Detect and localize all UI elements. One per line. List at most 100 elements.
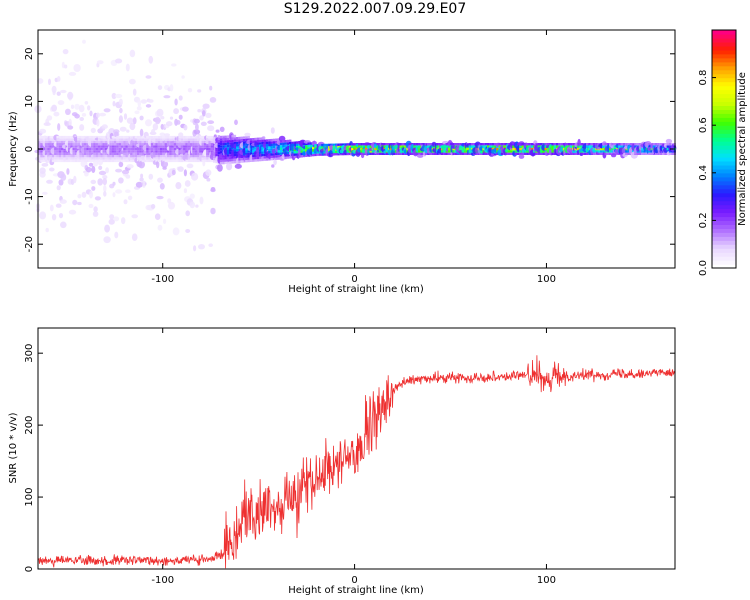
spectrogram-cell <box>102 150 105 153</box>
spectrogram-cell <box>648 152 651 155</box>
spectrogram-cell <box>199 152 202 155</box>
spectrogram-cell <box>131 233 138 241</box>
spectrogram-cell <box>261 146 264 150</box>
spectrogram-cell <box>187 143 191 146</box>
spectrogram-cell <box>348 143 352 146</box>
spectrogram-cell <box>217 164 223 172</box>
spectrogram-cell <box>91 152 94 155</box>
spectrogram-cell <box>636 143 639 146</box>
spectrogram-cell <box>592 152 596 155</box>
spectrogram-cell <box>148 173 154 180</box>
spectrogram-cell <box>210 159 214 163</box>
spectrogram-cell <box>146 145 149 148</box>
spectrogram-cell <box>339 143 342 146</box>
spectrogram-cell <box>173 140 177 144</box>
spectrogram-cell <box>58 138 62 141</box>
spectrogram-cell <box>125 135 128 139</box>
spectrogram-cell <box>136 106 142 111</box>
spectrogram-cell <box>305 145 308 148</box>
spectrogram-cell <box>219 140 223 143</box>
spectrogram-cell <box>157 177 163 183</box>
spectrogram-cell <box>84 171 89 177</box>
spectrogram-cell <box>489 145 492 148</box>
spectrogram-cell <box>362 145 365 148</box>
spectrogram-cell <box>295 143 299 146</box>
spectrogram-cell <box>134 110 140 115</box>
spectrogram-cell <box>183 147 186 151</box>
spectrogram-cell <box>263 156 266 159</box>
spectrogram-cell <box>546 143 550 146</box>
spectrogram-cell <box>67 147 71 151</box>
spectrogram-cell <box>505 143 508 146</box>
spectrogram-cell <box>157 157 161 160</box>
colorbar-band <box>712 121 736 126</box>
spectrogram-cell <box>95 154 98 158</box>
spectrogram-cell <box>420 150 423 153</box>
spectrogram-cell <box>169 145 172 148</box>
spectrogram-cell <box>659 152 663 155</box>
spectrogram-cell <box>104 150 108 153</box>
spectrogram-cell <box>312 149 315 152</box>
spectrogram-cell <box>157 85 163 90</box>
spectrogram-cell <box>461 145 464 148</box>
spectrogram-cell <box>429 152 432 155</box>
spectrogram-cell <box>215 151 218 154</box>
spectrogram-cell <box>74 147 78 151</box>
spectrogram-cell <box>263 153 266 157</box>
spectrogram-cell <box>155 150 158 153</box>
spectrogram-cell <box>309 144 313 147</box>
spectrogram-cell <box>139 147 142 151</box>
spectrogram-cell <box>146 147 149 151</box>
spectrogram-cell <box>68 118 72 127</box>
spectrogram-cell <box>205 169 212 176</box>
spectrogram-cell <box>254 140 257 143</box>
spectrogram-cell <box>194 135 197 139</box>
spectrogram-cell <box>491 147 494 151</box>
spectrogram-cell <box>44 147 48 151</box>
spectrogram-cell <box>49 143 52 146</box>
spectrogram-cell <box>140 99 147 104</box>
spectrogram-cell <box>155 145 158 148</box>
spectrogram-cell <box>226 137 230 141</box>
spectrogram-cell <box>95 159 98 163</box>
spectrogram-cell <box>129 49 136 58</box>
spectrogram-cell <box>256 156 260 160</box>
colorbar-band <box>712 153 736 158</box>
spectrogram-cell <box>556 145 559 148</box>
spectrogram-cell <box>546 152 550 155</box>
snr-y-tick-label: 200 <box>24 416 35 435</box>
colorbar-band <box>712 73 736 79</box>
spectrogram-cell <box>572 152 575 155</box>
spectrogram-cell <box>289 139 292 142</box>
spectrogram-cell <box>47 150 50 153</box>
spectrogram-cell <box>97 143 101 146</box>
spectrogram-cell <box>91 165 96 173</box>
spectrogram-cell <box>51 214 57 221</box>
spectrogram-cell <box>111 150 115 153</box>
spectrogram-cell <box>115 189 123 194</box>
spectrogram-cell <box>238 139 241 142</box>
spectrogram-cell <box>452 150 455 153</box>
spectrogram-cell <box>67 145 71 148</box>
colorbar-band <box>712 34 736 39</box>
spectrogram-cell <box>86 150 89 153</box>
spectrogram-cell <box>641 147 644 151</box>
spectrogram-cell <box>259 139 262 143</box>
spectrogram-cell <box>401 143 405 146</box>
spectrogram-cell <box>270 155 273 158</box>
spectrogram-cell <box>111 145 115 148</box>
colorbar-band <box>712 37 736 43</box>
spectrogram-cell <box>150 147 154 151</box>
spectrogram-cell <box>282 147 285 150</box>
spectrogram-cell <box>61 159 64 163</box>
spectrogram-cell <box>148 152 151 155</box>
spectrogram-cell <box>116 147 119 151</box>
spectrogram-cell <box>217 149 220 152</box>
spectrogram-cell <box>67 135 71 139</box>
spectrogram-cell <box>137 140 140 144</box>
spectrogram-cell <box>187 147 191 151</box>
spectrogram-cell <box>443 150 446 153</box>
spectrogram-cell <box>487 143 490 146</box>
spectrogram-cell <box>47 143 50 146</box>
spectrogram-cell <box>120 135 124 139</box>
